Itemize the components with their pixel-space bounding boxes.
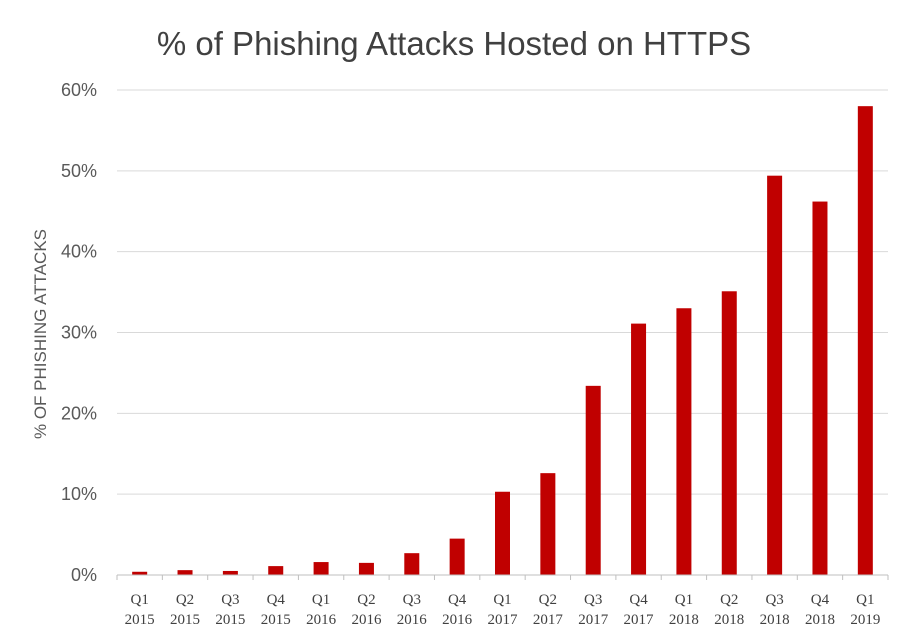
x-tick-label: Q3 2016 [397, 592, 428, 628]
bar [132, 571, 148, 575]
x-tick-labels: Q1 2015 Q2 2015 Q3 2015 Q4 2015 Q1 2016 Q2 2016 Q3 20… [125, 592, 881, 628]
x-tick-label: Q4 2015 [261, 592, 291, 628]
bar [495, 491, 510, 575]
bar [449, 538, 465, 575]
bar [585, 385, 601, 575]
bar [358, 562, 374, 575]
x-tick-label: Q3 2015 [215, 592, 245, 628]
bar [177, 570, 193, 575]
y-tick-label: 20% [61, 403, 97, 423]
x-tick-label: Q1 2019 [850, 592, 880, 628]
bar [268, 566, 284, 575]
x-tick-label: Q2 2015 [170, 592, 200, 628]
x-tick-label: Q3 2018 [760, 592, 790, 628]
bar [540, 473, 556, 575]
x-tick-label: Q2 2016 [351, 592, 382, 628]
bar [676, 308, 692, 575]
bar [404, 553, 420, 575]
x-tick-label: Q4 2018 [805, 592, 835, 628]
x-tick-label: Q4 2016 [442, 592, 473, 628]
y-axis-label: % OF PHISHING ATTACKS [31, 229, 50, 439]
x-tick-label: Q1 2015 [125, 592, 155, 628]
y-tick-label: 60% [61, 80, 97, 100]
gridlines [117, 89, 888, 495]
y-tick-label: 0% [71, 565, 97, 585]
y-tick-label: 10% [61, 484, 97, 504]
y-tick-labels: 0% 10% 20% 30% 40% 50% 60% [61, 80, 97, 585]
axes [116, 574, 889, 580]
bars [132, 106, 873, 576]
bar [767, 175, 783, 575]
x-tick-label: Q4 2017 [624, 592, 655, 628]
y-tick-label: 40% [61, 242, 97, 262]
bar [812, 201, 828, 576]
x-tick-label: Q1 2018 [669, 592, 699, 628]
y-tick-label: 30% [61, 323, 97, 343]
x-tick-label: Q2 2018 [714, 592, 744, 628]
bar [721, 291, 737, 575]
chart-title: % of Phishing Attacks Hosted on HTTPS [157, 25, 751, 62]
bar [631, 323, 647, 575]
bar [857, 106, 873, 576]
x-tick-label: Q1 2017 [488, 592, 519, 628]
bar [222, 570, 238, 575]
x-tick-label: Q2 2017 [533, 592, 564, 628]
x-tick-label: Q3 2017 [578, 592, 609, 628]
bar [313, 562, 329, 575]
x-tick-label: Q1 2016 [306, 592, 337, 628]
y-tick-label: 50% [61, 161, 97, 181]
